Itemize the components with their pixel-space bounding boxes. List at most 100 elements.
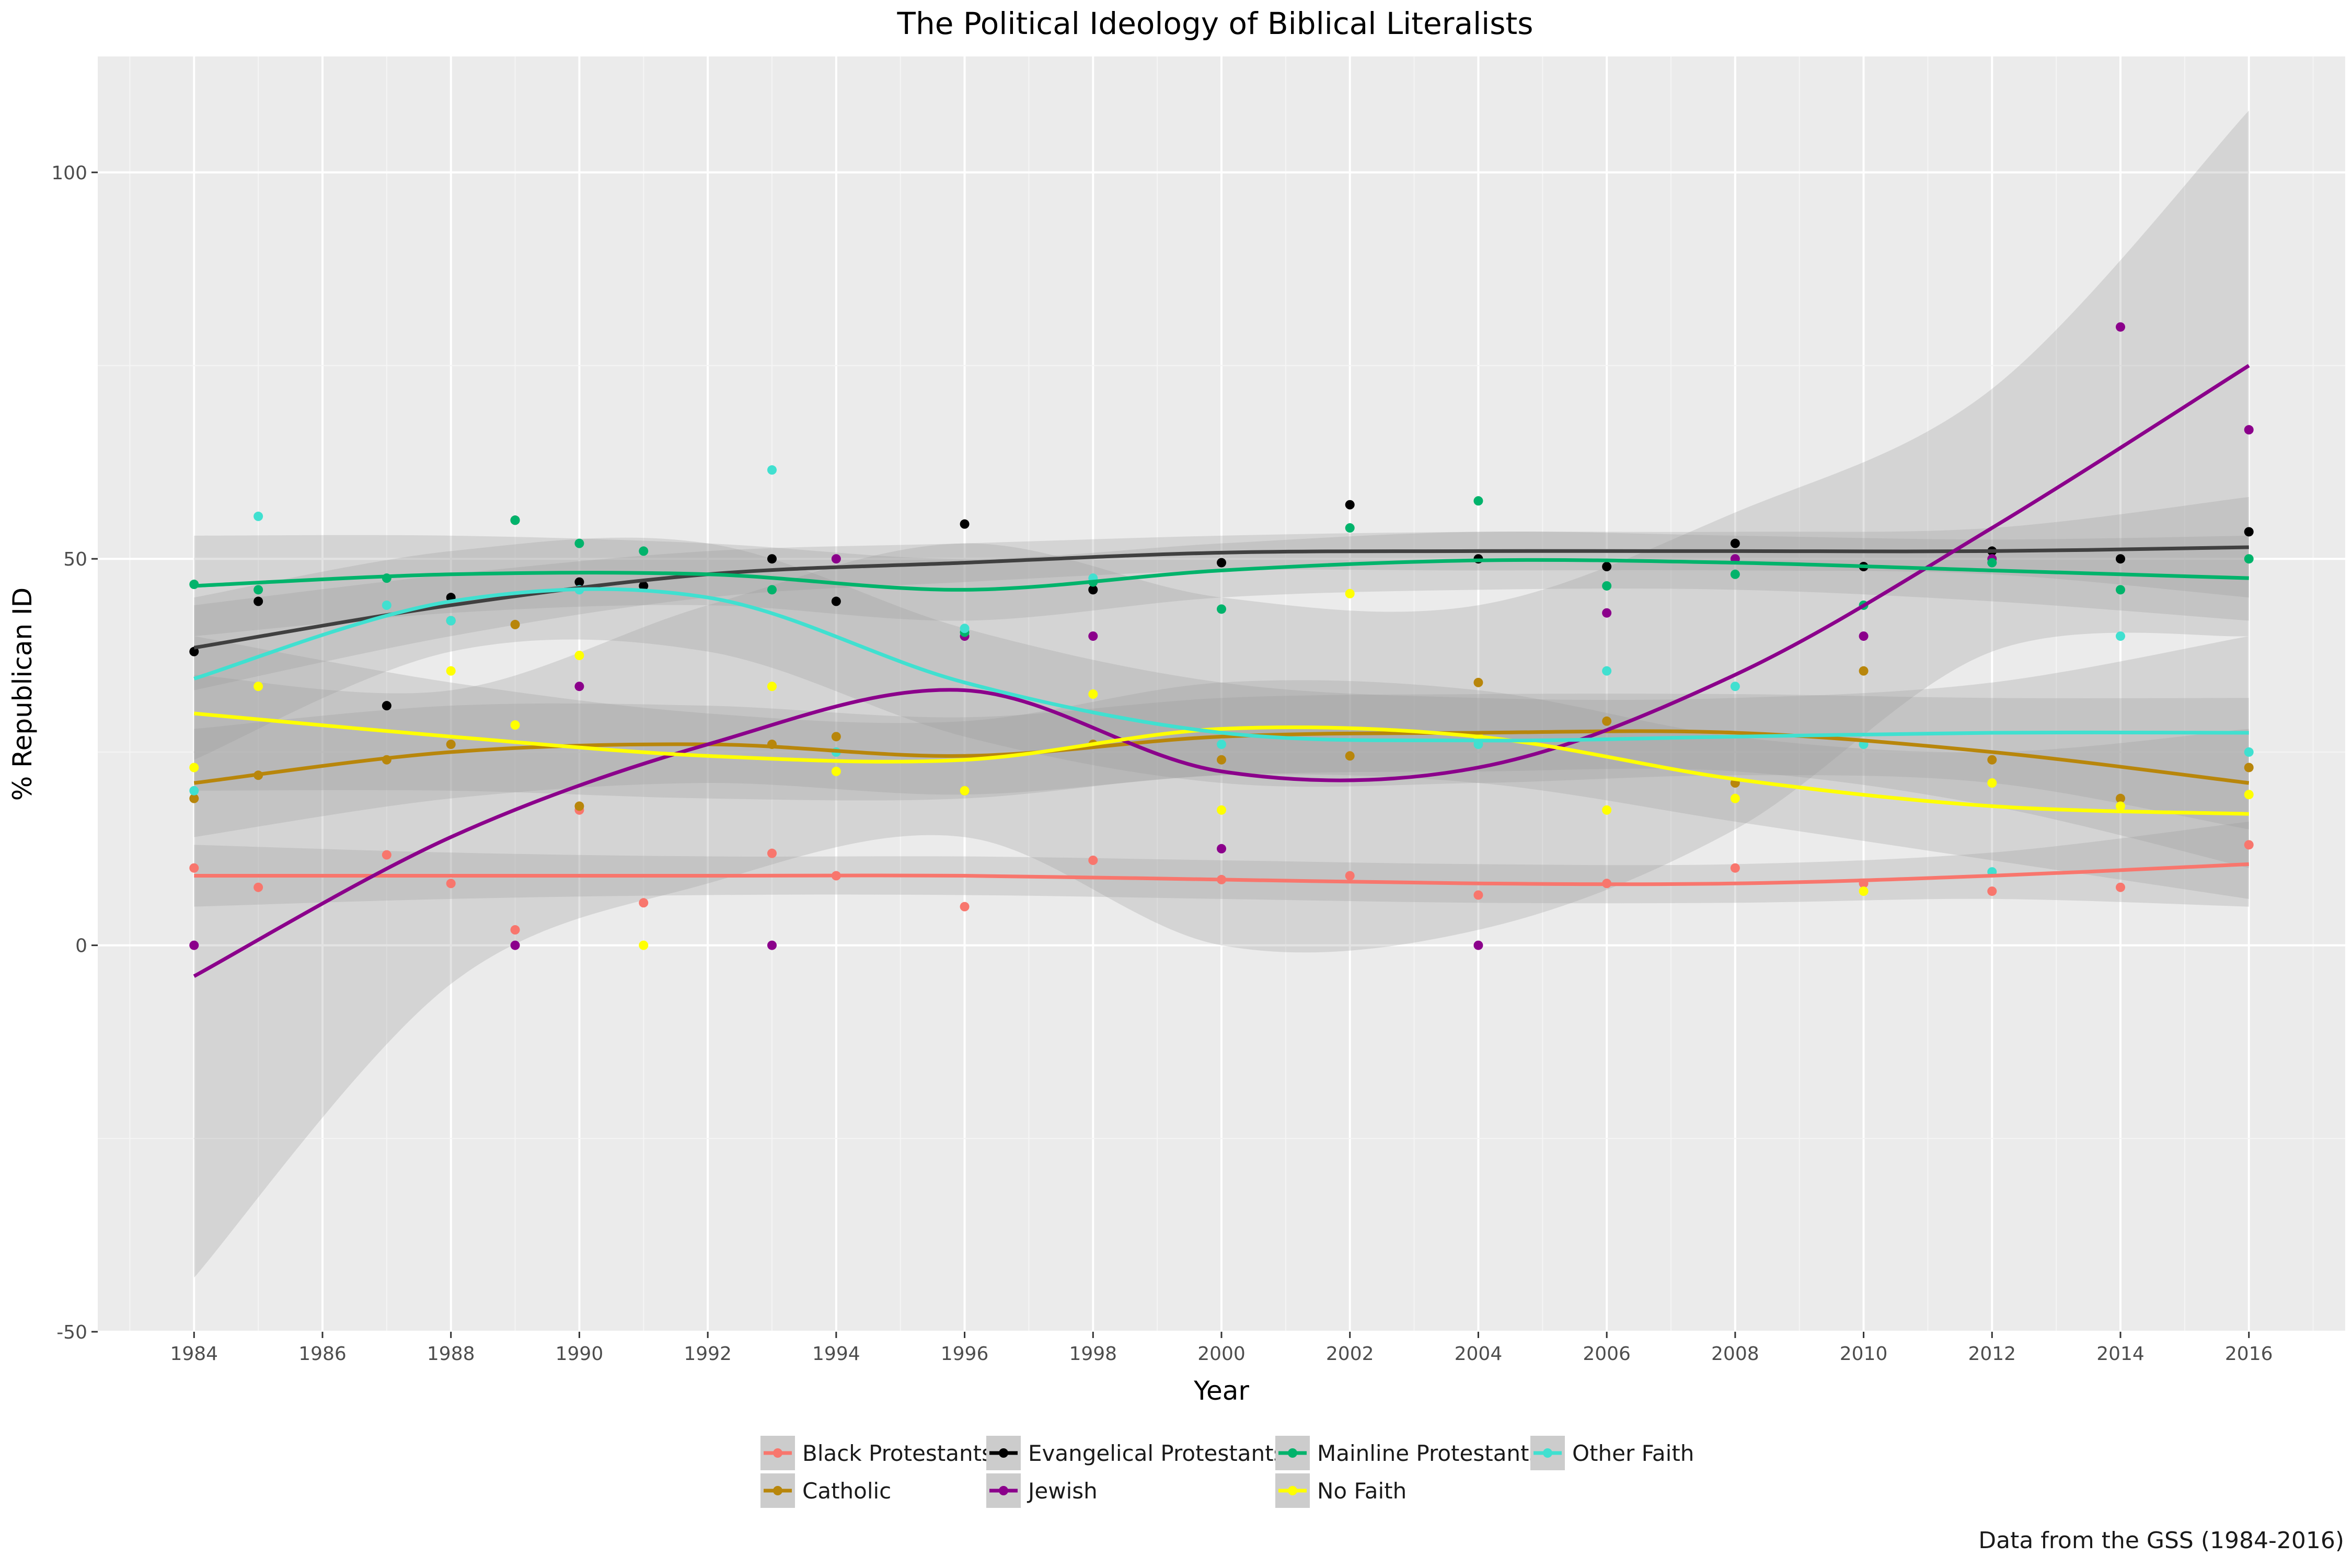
black-protestants-point [639, 898, 649, 908]
mainline-protestants-point [1473, 496, 1483, 506]
evangelical-protestants-point [382, 701, 391, 711]
catholic-point [1859, 666, 1869, 676]
x-tick-label: 2014 [2096, 1343, 2145, 1365]
jewish-point [1859, 631, 1869, 641]
x-tick-label: 2004 [1455, 1343, 1503, 1365]
black-protestants-point [253, 882, 263, 892]
catholic-point [1602, 716, 1612, 726]
catholic-point [189, 793, 199, 803]
other-faith-point [767, 465, 777, 475]
evangelical-protestants-point [1088, 585, 1098, 595]
x-tick-label: 2012 [1968, 1343, 2016, 1365]
evangelical-protestants-point [831, 596, 841, 606]
y-tick-label: -50 [56, 1322, 87, 1343]
mainline-protestants-point [2116, 585, 2125, 595]
legend-label: Jewish [1027, 1478, 1098, 1504]
black-protestants-point [446, 879, 456, 889]
x-axis: 1984 1986 1988 1990 1992 1994 1996 1998 2000 2002… [170, 1332, 2273, 1365]
no-faith-trend-line [193, 711, 2249, 816]
other-faith-point [960, 624, 970, 633]
catholic-point [510, 619, 520, 629]
evangelical-protestants-point [253, 596, 263, 606]
no-faith-point [1730, 793, 1740, 803]
catholic-point [1987, 755, 1997, 765]
no-faith-point [1602, 805, 1612, 815]
legend-key-point [999, 1486, 1008, 1495]
x-tick-label: 2008 [1711, 1343, 1759, 1365]
no-faith-point [831, 766, 841, 776]
black-protestants-confidence-band [194, 822, 2249, 907]
jewish-point [510, 940, 520, 950]
black-protestants-point [2116, 882, 2125, 892]
legend-item-evangelical-protestants: Evangelical Protestants [986, 1436, 1285, 1470]
mainline-protestants-point [253, 585, 263, 595]
evangelical-protestants-point [1217, 558, 1226, 568]
evangelical-protestants-point [1345, 500, 1355, 510]
chart-title: The Political Ideology of Biblical Liter… [897, 6, 1534, 41]
no-faith-point [1859, 886, 1869, 896]
legend-key-point [1288, 1486, 1297, 1495]
catholic-point [1345, 751, 1355, 761]
no-faith-point [1345, 589, 1355, 598]
y-tick-label: 50 [63, 549, 87, 570]
no-faith-point [446, 666, 456, 676]
jewish-point [1602, 608, 1612, 618]
mainline-protestants-point [639, 546, 649, 556]
no-faith-point [253, 682, 263, 691]
evangelical-protestants-trend-line [193, 545, 2249, 650]
no-faith-point [960, 786, 970, 795]
x-tick-label: 1984 [170, 1343, 218, 1365]
black-protestants-point [382, 850, 391, 860]
catholic-trend-line [193, 729, 2250, 785]
mainline-protestants-point [1987, 558, 1997, 568]
black-protestants-point [1088, 855, 1098, 865]
legend-key-point [773, 1486, 782, 1495]
jewish-point [2244, 425, 2254, 435]
legend-key-point [1543, 1448, 1552, 1458]
other-faith-point [1730, 682, 1740, 691]
black-protestants-point [1345, 871, 1355, 881]
evangelical-protestants-point [1602, 562, 1612, 571]
black-protestants-point [960, 902, 970, 912]
no-faith-point [1088, 689, 1098, 699]
mainline-protestants-point [1602, 581, 1612, 591]
legend-key-point [999, 1448, 1008, 1458]
catholic-point [1217, 755, 1226, 765]
catholic-point [2116, 793, 2125, 803]
jewish-point [2116, 322, 2125, 332]
grid [98, 56, 2345, 1333]
mainline-protestants-point [767, 585, 777, 595]
no-faith-point [767, 682, 777, 691]
x-tick-label: 1992 [684, 1343, 732, 1365]
other-faith-point [2116, 631, 2125, 641]
no-faith-point [574, 651, 584, 661]
catholic-point [2244, 763, 2254, 773]
evangelical-protestants-point [767, 554, 777, 564]
evangelical-protestants-point [189, 647, 199, 656]
legend-label: Black Protestants [802, 1440, 993, 1466]
mainline-protestants-point [1730, 569, 1740, 579]
no-faith-confidence-band [194, 636, 2249, 899]
catholic-point [574, 801, 584, 811]
evangelical-protestants-point [2244, 527, 2254, 537]
x-tick-label: 2010 [1840, 1343, 1888, 1365]
jewish-point [767, 940, 777, 950]
x-tick-label: 1990 [556, 1343, 604, 1365]
jewish-point [574, 682, 584, 691]
legend-item-catholic: Catholic [760, 1473, 891, 1508]
legend-item-black-protestants: Black Protestants [760, 1436, 993, 1470]
evangelical-protestants-point [1730, 538, 1740, 548]
black-protestants-trend-line [194, 862, 2249, 886]
no-faith-point [2244, 790, 2254, 800]
black-protestants-point [1473, 890, 1483, 900]
legend-label: Mainline Protestants [1317, 1440, 1540, 1466]
black-protestants-point [1987, 886, 1997, 896]
legend-label: No Faith [1317, 1478, 1406, 1504]
evangelical-protestants-point [639, 581, 649, 591]
x-tick-label: 2006 [1583, 1343, 1631, 1365]
x-tick-label: 2016 [2225, 1343, 2273, 1365]
x-axis-title: Year [1193, 1376, 1249, 1406]
black-protestants-point [1730, 863, 1740, 873]
catholic-point [446, 740, 456, 750]
no-faith-point [639, 940, 649, 950]
